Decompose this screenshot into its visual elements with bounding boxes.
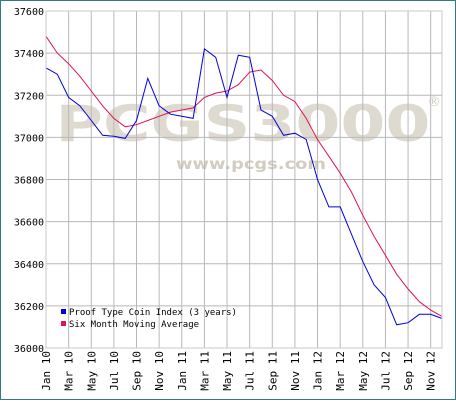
y-tick-label: 37200 [14, 91, 44, 102]
x-tick-label: Jan 10 [40, 351, 53, 391]
y-tick-label: 37600 [14, 7, 44, 18]
x-tick-label: Nov 11 [289, 351, 302, 391]
legend-label-average: Six Month Moving Average [69, 320, 199, 330]
x-tick-label: Jul 11 [244, 351, 257, 391]
watermark-url: www.pcgs.com [176, 155, 326, 173]
x-tick-label: Sep 10 [131, 351, 144, 391]
y-tick-label: 36400 [14, 260, 44, 271]
x-tick-label: May 11 [221, 351, 234, 391]
x-tick-label: May 12 [357, 351, 370, 391]
legend-swatch-index [61, 309, 66, 314]
y-tick-label: 36200 [14, 302, 44, 313]
y-tick-label: 36000 [14, 344, 44, 355]
y-tick-label: 37000 [14, 133, 44, 144]
legend-swatch-average [61, 321, 66, 326]
watermark-brand: PCGS3000 [56, 95, 431, 153]
watermark-registered-mark: ® [428, 95, 441, 110]
x-tick-label: Mar 10 [63, 351, 76, 391]
legend-label-index: Proof Type Coin Index (3 years) [69, 308, 237, 318]
y-axis-ticks: 36000 36200 36400 36600 36800 37000 37200 37400… [14, 7, 44, 355]
series-line-coin-index [45, 48, 443, 326]
x-tick-label: Nov 12 [425, 351, 438, 391]
y-tick-label: 36600 [14, 218, 44, 229]
chart-legend: Proof Type Coin Index (3 years) Six Mont… [61, 308, 237, 330]
x-tick-label: Jul 12 [379, 351, 392, 391]
x-tick-label: Jan 11 [176, 351, 189, 391]
x-tick-label: Sep 11 [266, 351, 279, 391]
pcgs3000-watermark: PCGS3000 ® www.pcgs.com [56, 95, 441, 173]
x-tick-label: Mar 11 [198, 351, 211, 391]
chart-grid [45, 10, 442, 349]
plot-area-border [45, 10, 443, 349]
x-axis-ticks: Jan 10 Mar 10 May 10 Jul 10 Sep 10 Nov 10 Jan … [40, 351, 438, 391]
series-line-moving-average [45, 36, 443, 317]
x-tick-label: Nov 10 [153, 351, 166, 391]
y-tick-label: 36800 [14, 176, 44, 187]
x-tick-label: Sep 12 [402, 351, 415, 391]
x-tick-label: Jan 12 [312, 351, 325, 391]
x-tick-label: Mar 12 [334, 351, 347, 391]
y-tick-label: 37400 [14, 49, 44, 60]
x-tick-label: May 10 [85, 351, 98, 391]
chart-series [45, 36, 443, 326]
x-tick-label: Jul 10 [108, 351, 121, 391]
